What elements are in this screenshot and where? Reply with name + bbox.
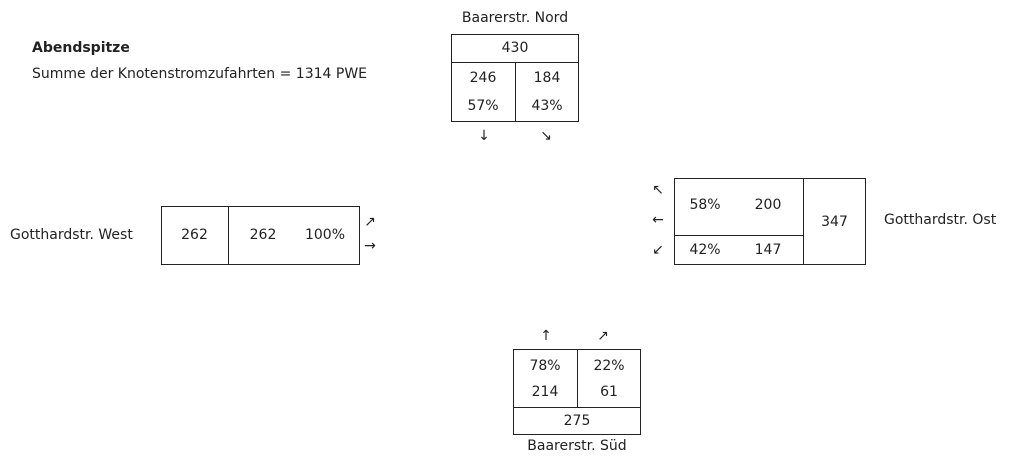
arrow-up-icon: ↑ xyxy=(540,328,552,344)
south-street-label: Baarerstr. Süd xyxy=(527,438,627,454)
north-divider-v xyxy=(515,62,516,122)
east-bottom-value: 147 xyxy=(754,242,782,258)
west-divider-v xyxy=(228,206,229,265)
north-street-label: Baarerstr. Nord xyxy=(461,10,569,26)
north-right-pct: 43% xyxy=(531,98,563,114)
arrow-down-icon: ↓ xyxy=(478,128,490,144)
north-left-value: 246 xyxy=(469,70,497,86)
east-top-value: 200 xyxy=(754,197,782,213)
west-total: 262 xyxy=(181,227,208,243)
east-total: 347 xyxy=(821,214,848,230)
west-street-label: Gotthardstr. West xyxy=(10,227,133,243)
south-right-value: 61 xyxy=(600,384,618,400)
east-top-pct: 58% xyxy=(689,197,721,213)
south-left-pct: 78% xyxy=(529,358,561,374)
east-bottom-pct: 42% xyxy=(689,242,721,258)
diagram-title: Abendspitze xyxy=(32,40,130,56)
arrow-up-right-icon: ↗ xyxy=(364,214,376,230)
west-value: 262 xyxy=(249,227,277,243)
arrow-up-left-icon: ↖ xyxy=(652,182,664,198)
arrow-right-icon: → xyxy=(364,238,376,254)
south-divider-h xyxy=(513,407,641,408)
arrow-up-right-icon: ↗ xyxy=(597,328,609,344)
east-divider-v xyxy=(803,178,804,265)
west-pct: 100% xyxy=(304,227,346,243)
arrow-down-left-icon: ↙ xyxy=(652,242,664,258)
north-right-value: 184 xyxy=(533,70,561,86)
east-street-label: Gotthardstr. Ost xyxy=(884,212,997,228)
south-total: 275 xyxy=(563,413,591,429)
south-right-pct: 22% xyxy=(593,358,625,374)
east-box xyxy=(674,178,866,265)
south-left-value: 214 xyxy=(531,384,559,400)
north-total: 430 xyxy=(501,40,529,56)
east-divider-h xyxy=(674,235,804,236)
south-divider-v xyxy=(577,349,578,407)
north-left-pct: 57% xyxy=(467,98,499,114)
diagram-subtitle: Summe der Knotenstromzufahrten = 1314 PW… xyxy=(32,66,368,82)
arrow-down-right-icon: ↘ xyxy=(540,128,552,144)
arrow-left-icon: ← xyxy=(652,212,664,228)
west-box xyxy=(161,206,360,265)
